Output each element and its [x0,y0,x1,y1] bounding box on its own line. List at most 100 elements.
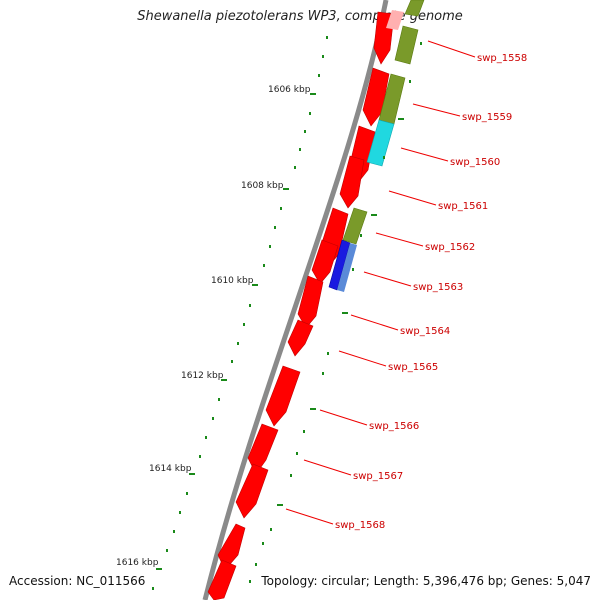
tick-mark [199,455,201,458]
tick-mark [173,530,175,533]
tick-mark [255,563,257,566]
cds-feature [297,275,324,329]
tick-mark [243,323,245,326]
accession-text: Accession: NC_011566 [9,574,146,588]
tick-mark [179,511,181,514]
genome-summary-text: Topology: circular; Length: 5,396,476 bp… [261,574,591,588]
tick-mark [252,284,258,286]
tick-mark [152,587,154,590]
tick-mark [205,436,207,439]
leader-line [427,40,476,58]
tick-mark [371,214,377,216]
leader-line [388,190,437,206]
leader-line [400,147,449,162]
olive-feature [394,25,419,65]
cds-feature [265,365,301,427]
cds-feature [339,155,365,209]
tick-mark [304,130,306,133]
kbp-label: 1606 kbp [268,85,311,95]
cds-feature [207,559,237,600]
tick-mark [249,304,251,307]
leader-line [303,459,352,476]
genome-backbone [202,0,389,600]
gene-label: swp_1568 [335,520,385,531]
tick-mark [309,112,311,115]
gene-label: swp_1566 [369,421,419,432]
kbp-labels: 1606 kbp 1608 kbp 1610 kbp 1612 kbp 1614… [116,85,311,568]
tick-mark [409,80,411,83]
tick-mark [352,268,354,271]
kbp-label: 1616 kbp [116,558,159,568]
tick-mark [283,188,289,190]
tick-mark [262,542,264,545]
tick-mark [189,473,195,475]
kbp-label: 1614 kbp [149,464,192,474]
cds-feature [362,67,390,127]
leader-line [350,314,399,331]
tick-mark [360,234,362,237]
tick-mark [383,156,385,159]
tick-mark [270,528,272,531]
cds-feature [287,319,314,357]
leader-line [285,508,334,525]
olive-feature [342,207,368,245]
tick-mark [327,352,329,355]
tick-mark [263,264,265,267]
cds-feature [235,463,269,519]
tick-mark [303,430,305,433]
tick-mark [342,312,348,314]
tick-mark [249,580,251,583]
kbp-label: 1608 kbp [241,181,284,191]
tick-mark [299,148,301,151]
tick-mark [186,492,188,495]
cyan-feature [366,119,395,167]
leader-line [338,350,387,367]
cds-feature [217,523,246,571]
gene-label: swp_1558 [477,53,527,64]
tick-mark [326,36,328,39]
kbp-label: 1612 kbp [181,371,224,381]
tick-mark [280,207,282,210]
tick-mark [269,245,271,248]
tick-mark [166,549,168,552]
tick-mark [156,568,162,570]
forward-cds-track [207,11,395,600]
blue-feature-light [337,243,357,292]
gene-label: swp_1565 [388,362,438,373]
cds-feature-partial [386,10,404,30]
outer-feature-track [328,0,425,292]
gene-label: swp_1562 [425,242,475,253]
leader-line [363,271,412,287]
tick-mark [420,42,422,45]
gene-label: swp_1560 [450,157,500,168]
leader-line [375,232,424,247]
leader-line [412,103,461,117]
tick-mark [218,398,220,401]
tick-mark [231,360,233,363]
tick-mark [322,55,324,58]
tick-mark [310,408,316,410]
gene-label: swp_1561 [438,201,488,212]
tick-mark [237,342,239,345]
tick-marks [152,36,422,590]
cds-feature [311,239,339,285]
tick-mark [318,74,320,77]
tick-mark [310,93,316,95]
tick-mark [277,504,283,506]
tick-mark [322,372,324,375]
leader-line [319,409,368,426]
gene-label: swp_1559 [462,112,512,123]
gene-label: swp_1563 [413,282,463,293]
kbp-label: 1610 kbp [211,276,254,286]
tick-mark [294,166,296,169]
gene-labels: swp_1558 swp_1559 swp_1560 swp_1561 swp_… [335,53,527,531]
tick-mark [398,118,404,120]
olive-feature [404,0,425,17]
tick-mark [274,226,276,229]
tick-mark [212,417,214,420]
tick-mark [296,452,298,455]
gene-label: swp_1564 [400,326,450,337]
gene-label: swp_1567 [353,471,403,482]
